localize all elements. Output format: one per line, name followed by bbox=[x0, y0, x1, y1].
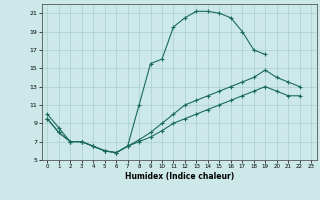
X-axis label: Humidex (Indice chaleur): Humidex (Indice chaleur) bbox=[124, 172, 234, 181]
